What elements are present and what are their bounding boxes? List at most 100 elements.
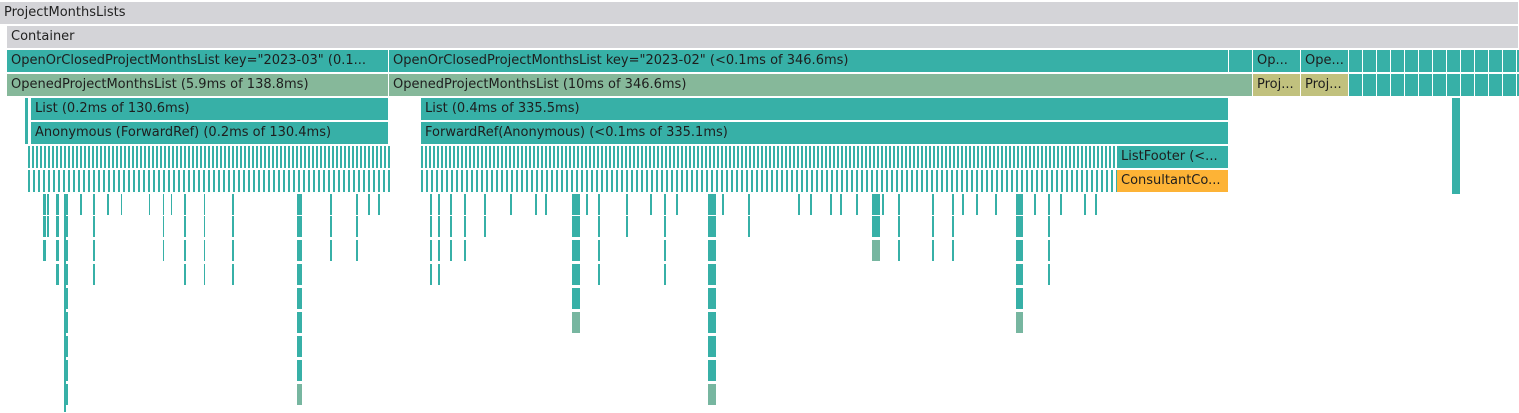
flame-node-tick[interactable] [721, 170, 723, 192]
flame-node-tick[interactable] [469, 146, 471, 168]
flame-node-deep[interactable] [626, 216, 628, 237]
flame-node-small[interactable] [1433, 74, 1446, 96]
flame-node-deep[interactable] [232, 194, 234, 215]
flame-node-tick[interactable] [183, 170, 185, 192]
flame-node-deep[interactable] [356, 216, 358, 237]
flame-node-small[interactable] [1489, 74, 1502, 96]
flame-node-tick[interactable] [781, 146, 783, 168]
flame-node-deep[interactable] [430, 216, 432, 237]
flame-node-tick[interactable] [629, 146, 631, 168]
flame-node-small[interactable] [1405, 74, 1418, 96]
flame-node-small[interactable] [1475, 74, 1488, 96]
flame-node-tick[interactable] [985, 146, 987, 168]
flame-node-deep[interactable] [438, 194, 440, 215]
flame-node-tick[interactable] [84, 146, 86, 168]
flame-node-tick[interactable] [120, 146, 122, 168]
flame-node-tick[interactable] [268, 146, 270, 168]
flame-node-tick[interactable] [323, 170, 325, 192]
flame-node-tick[interactable] [746, 170, 748, 192]
flame-node-tick[interactable] [673, 146, 675, 168]
flame-node-tick[interactable] [785, 146, 787, 168]
flame-node-deep[interactable] [664, 264, 666, 285]
flame-node-tick[interactable] [621, 146, 623, 168]
flame-node-tick[interactable] [1113, 146, 1115, 168]
flame-node-small[interactable] [1447, 74, 1460, 96]
flame-node-deep[interactable] [66, 216, 68, 237]
flame-node-consultant[interactable]: ConsultantCo... [1117, 170, 1229, 192]
flame-node-tick[interactable] [312, 146, 314, 168]
flame-node-tick[interactable] [153, 170, 155, 192]
flame-node-deep[interactable] [56, 194, 59, 215]
flame-node-tick[interactable] [641, 146, 643, 168]
flame-node-tick[interactable] [796, 170, 798, 192]
flame-node-deep[interactable] [149, 194, 150, 215]
flame-node-tick[interactable] [48, 170, 50, 192]
flame-node-tick[interactable] [1073, 146, 1075, 168]
flame-node-tick[interactable] [901, 146, 903, 168]
flame-node-tick[interactable] [861, 170, 863, 192]
flame-node-deep[interactable] [650, 194, 652, 215]
flame-node-tick[interactable] [946, 170, 948, 192]
flame-node-tick[interactable] [1025, 146, 1027, 168]
flame-node-tick[interactable] [376, 146, 378, 168]
flame-node-tick[interactable] [691, 170, 693, 192]
flame-node-deep[interactable] [66, 336, 68, 357]
flame-node-tick[interactable] [465, 146, 467, 168]
flame-node-tick[interactable] [426, 170, 428, 192]
flame-node-tick[interactable] [40, 146, 42, 168]
flame-node-small[interactable] [1517, 50, 1519, 72]
flame-node-deep[interactable] [43, 194, 46, 215]
flame-node-tick[interactable] [248, 146, 250, 168]
flame-node-tick[interactable] [303, 170, 305, 192]
flame-node-tick[interactable] [477, 146, 479, 168]
flame-node-deep[interactable] [572, 240, 580, 261]
flame-node-tick[interactable] [681, 170, 683, 192]
flame-node-tick[interactable] [1033, 146, 1035, 168]
flame-node-small-a[interactable] [1229, 50, 1253, 72]
flame-node-tick[interactable] [776, 170, 778, 192]
flame-node-tick[interactable] [551, 170, 553, 192]
flame-node-deep[interactable] [1016, 264, 1023, 285]
flame-node-tick[interactable] [701, 146, 703, 168]
flame-node-deep[interactable] [708, 384, 716, 405]
flame-node-tick[interactable] [1085, 146, 1087, 168]
flame-node-tick[interactable] [453, 146, 455, 168]
flame-node-tick[interactable] [561, 146, 563, 168]
flame-node-tick[interactable] [546, 170, 548, 192]
flame-node-tick[interactable] [969, 146, 971, 168]
flame-node-tick[interactable] [977, 146, 979, 168]
flame-node-tick[interactable] [581, 146, 583, 168]
flame-node-deep[interactable] [450, 240, 452, 261]
flame-node-tick[interactable] [741, 146, 743, 168]
flame-node-tick[interactable] [372, 146, 374, 168]
flame-node-openorclosed-small-1[interactable]: Op... [1253, 50, 1301, 72]
flame-node-tick[interactable] [696, 170, 698, 192]
flame-node-tick[interactable] [296, 146, 298, 168]
flame-node-tick[interactable] [248, 170, 250, 192]
flame-node-tick[interactable] [816, 170, 818, 192]
flame-node-tick[interactable] [72, 146, 74, 168]
flame-node-small[interactable] [1349, 74, 1362, 96]
flame-node-deep[interactable] [572, 194, 580, 215]
flame-node-small[interactable] [1503, 74, 1516, 96]
flame-node-tick[interactable] [956, 170, 958, 192]
flame-node-tick[interactable] [193, 170, 195, 192]
flame-node-tick[interactable] [437, 146, 439, 168]
flame-node-tick[interactable] [725, 146, 727, 168]
flame-node-tick[interactable] [384, 146, 386, 168]
flame-node-deep[interactable] [47, 194, 49, 215]
flame-node-tick[interactable] [293, 170, 295, 192]
flame-node-tick[interactable] [471, 170, 473, 192]
flame-node-tick[interactable] [777, 146, 779, 168]
flame-node-tick[interactable] [661, 170, 663, 192]
flame-node-tick[interactable] [945, 146, 947, 168]
flame-node-tick[interactable] [517, 146, 519, 168]
flame-node-tick[interactable] [881, 170, 883, 192]
flame-node-deep[interactable] [464, 240, 466, 261]
flame-node-deep[interactable] [535, 194, 537, 215]
flame-node-tick[interactable] [1101, 146, 1103, 168]
flame-node-tick[interactable] [837, 146, 839, 168]
flame-node-tick[interactable] [781, 170, 783, 192]
flame-node-tick[interactable] [1081, 170, 1083, 192]
flame-node-tick[interactable] [466, 170, 468, 192]
